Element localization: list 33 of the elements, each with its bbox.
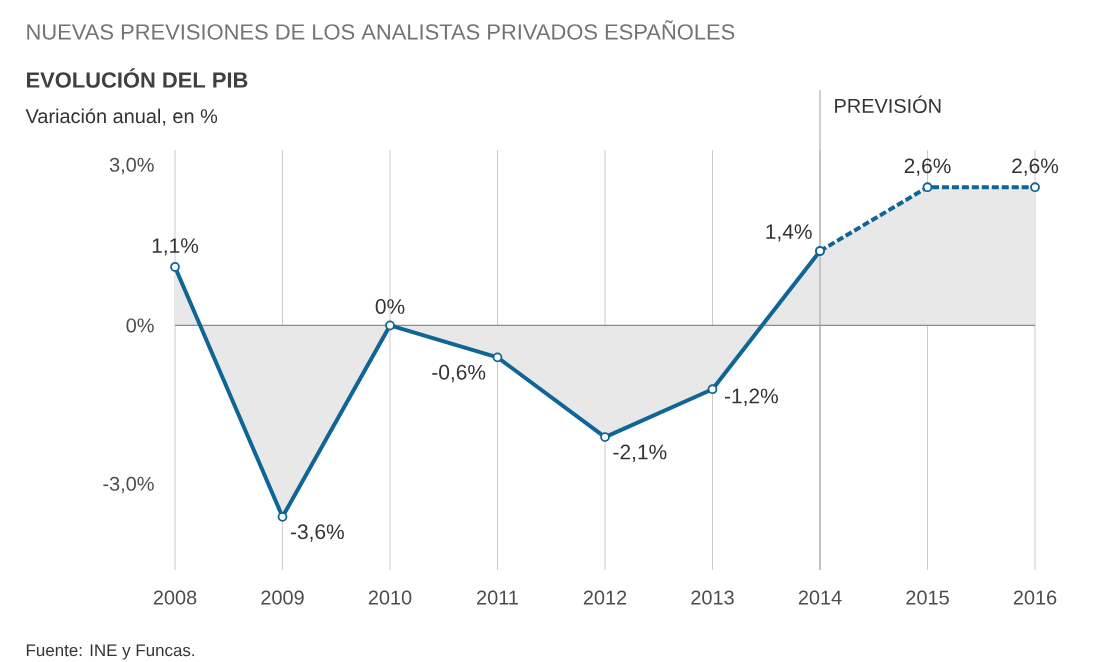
point xyxy=(170,262,180,272)
point xyxy=(922,182,933,193)
y-tick-label: -3,0% xyxy=(103,476,154,494)
source-note: Fuente: INE y Funcas. xyxy=(26,644,195,660)
chart-subtitle: EVOLUCIÓN DEL PIB xyxy=(26,68,248,88)
y-axis-title: Variación anual, en % xyxy=(25,108,218,126)
data-label: -3,6% xyxy=(290,524,344,542)
x-tick-label: 2013 xyxy=(691,590,734,605)
data-label: -0,6% xyxy=(432,364,486,383)
x-tick-label: 2009 xyxy=(261,590,304,605)
x-tick-label: 2012 xyxy=(583,590,627,605)
x-tick-label: 2010 xyxy=(368,590,412,605)
point xyxy=(385,320,395,331)
x-tick-label: 2014 xyxy=(798,590,842,605)
y-tick-label: 0% xyxy=(126,318,154,333)
data-label: 1,1% xyxy=(152,238,199,256)
ref-line-label: PREVISIÓN xyxy=(835,95,941,113)
point xyxy=(707,384,718,395)
point xyxy=(600,432,610,442)
data-label: -1,2% xyxy=(724,388,778,406)
x-tick-label: 2016 xyxy=(1013,590,1057,605)
x-tick-label: 2011 xyxy=(477,590,518,605)
data-label: 1,4% xyxy=(766,224,812,242)
data-label: 0% xyxy=(375,299,405,314)
data-label: 2,6% xyxy=(1012,158,1059,176)
data-label: -2,1% xyxy=(613,444,667,462)
x-tick-label: 2008 xyxy=(153,590,197,605)
y-tick-label: 3,0% xyxy=(109,157,154,175)
chart-title: NUEVAS PREVISIONES DE LOS ANALISTAS PRIVADOS ESPAÑOLES xyxy=(27,20,735,40)
x-tick-label: 2015 xyxy=(906,590,949,605)
point xyxy=(1030,182,1040,193)
data-label: 2,6% xyxy=(904,158,951,176)
point xyxy=(492,352,503,363)
